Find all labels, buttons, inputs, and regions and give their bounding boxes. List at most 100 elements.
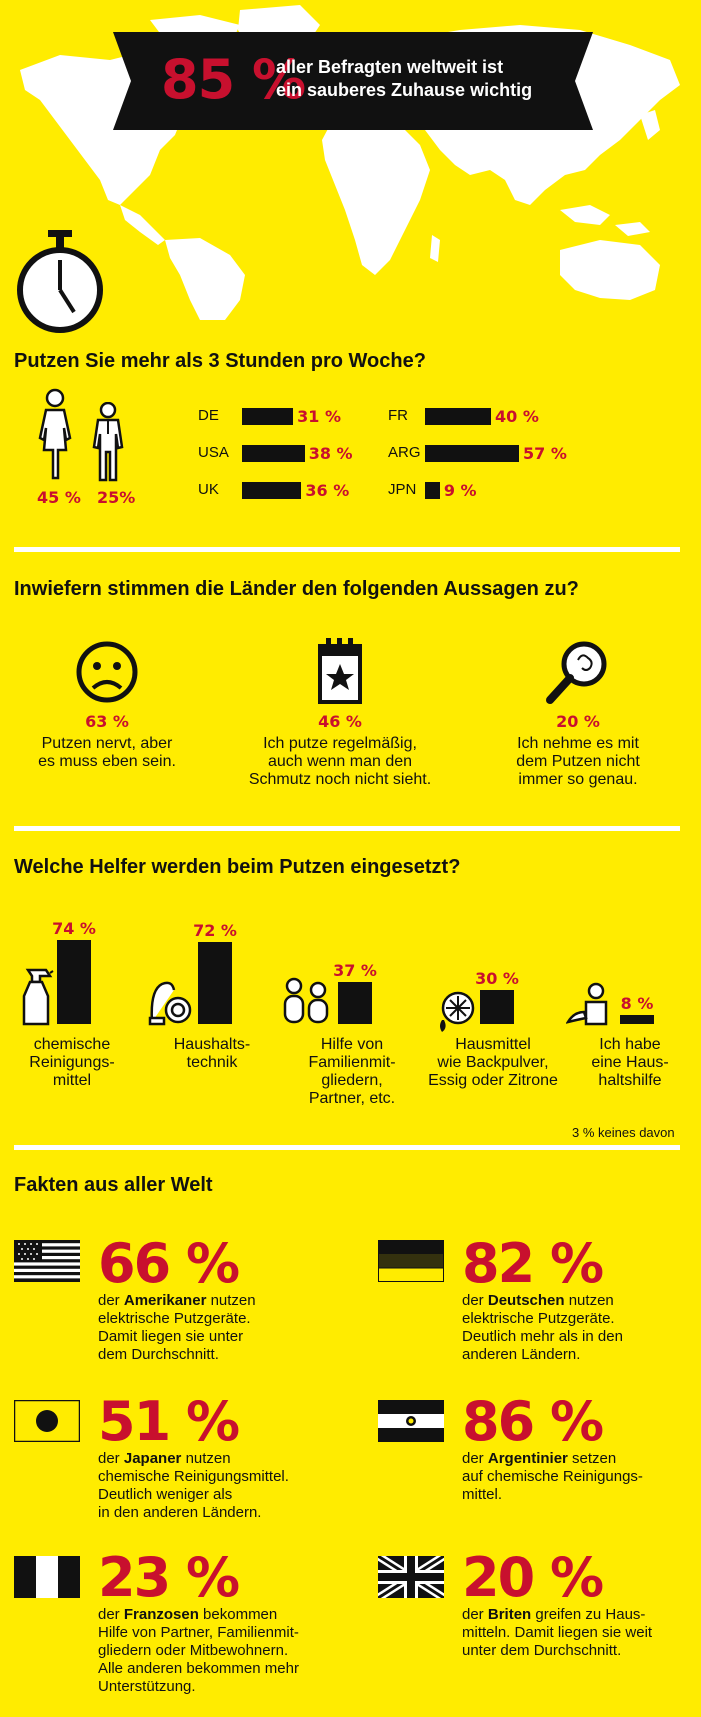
fact-line: Hilfe von Partner, Familienmit- <box>98 1624 299 1641</box>
vacuum-cleaner-icon <box>148 981 192 1026</box>
fact-percentage: 82 % <box>462 1232 604 1295</box>
fact-suffix: nutzen <box>564 1292 614 1309</box>
fact-line: Deutlich mehr als in den <box>462 1328 623 1345</box>
uk-flag-icon <box>378 1556 444 1598</box>
fact-text: der Deutschen nutzen elektrische Putzgerä… <box>462 1292 692 1364</box>
helper-value: 30 % <box>475 968 519 988</box>
sad-face-icon <box>76 641 138 703</box>
fact-first-line: der Amerikaner nutzen <box>98 1292 328 1310</box>
fact-prefix: der <box>462 1450 488 1467</box>
fact-first-line: der Deutschen nutzen <box>462 1292 692 1310</box>
statement-percentage: 63 % <box>85 712 129 731</box>
fact-line: mittel. <box>462 1486 503 1503</box>
calendar-star-icon <box>318 638 362 704</box>
family-icon <box>283 977 329 1024</box>
country-label: DE <box>198 407 219 424</box>
helper-label-line: eine Haus- <box>591 1054 669 1071</box>
country-label: JPN <box>388 481 417 498</box>
fact-line: Unterstützung. <box>98 1678 196 1695</box>
helper-label: Hilfe von Familienmit-gliedern, Partner, e… <box>282 1036 422 1108</box>
fact-line: mitteln. Damit liegen sie weit <box>462 1624 653 1641</box>
male-percentage: 25% <box>97 488 136 507</box>
spray-bottle-icon <box>22 968 54 1026</box>
country-bar <box>242 482 302 499</box>
country-bar <box>242 445 305 462</box>
fact-text: der Briten greifen zu Haus-mitteln. Dami… <box>462 1606 692 1660</box>
fact-nationality: Briten <box>487 1606 532 1623</box>
statement-line: Putzen nervt, aber <box>41 735 173 752</box>
fact-percentage: 20 % <box>462 1546 604 1609</box>
statement-percentage: 20 % <box>556 712 600 731</box>
banner-text: aller Befragten weltweit ist ein saubere… <box>276 56 532 102</box>
fact-nationality: Argentinier <box>487 1450 568 1467</box>
fact-text: der Argentinier setzen auf chemische Rein… <box>462 1450 692 1504</box>
section-divider-2 <box>14 826 680 831</box>
fact-nationality: Japaner <box>123 1450 182 1467</box>
hours-question: Putzen Sie mehr als 3 Stunden pro Woche? <box>14 350 426 372</box>
helper-value: 8 % <box>620 993 654 1013</box>
fact-percentage: 66 % <box>98 1232 240 1295</box>
country-value: 40 % <box>495 407 539 426</box>
fact-prefix: der <box>98 1292 124 1309</box>
fact-nationality: Deutschen <box>487 1292 565 1309</box>
fact-first-line: der Argentinier setzen <box>462 1450 692 1468</box>
helpers-note: 3 % keines davon <box>572 1125 675 1140</box>
helper-label-line: Hausmittel <box>455 1036 531 1053</box>
statement-text: Ich nehme es mit dem Putzen nicht immer so… <box>468 735 688 789</box>
section-divider-3 <box>14 1145 680 1150</box>
fact-suffix: nutzen <box>206 1292 256 1309</box>
section-divider-1 <box>14 547 680 552</box>
fact-line: anderen Ländern. <box>462 1346 581 1363</box>
fact-suffix: greifen zu Haus- <box>531 1606 646 1623</box>
helper-label-line: Reinigungs- <box>29 1054 115 1071</box>
fact-prefix: der <box>98 1606 124 1623</box>
facts-title: Fakten aus aller Welt <box>14 1174 213 1196</box>
lemon-icon <box>440 991 475 1032</box>
fact-percentage: 86 % <box>462 1390 604 1453</box>
argentina-flag-icon <box>378 1400 444 1442</box>
fact-suffix: setzen <box>567 1450 617 1467</box>
female-percentage: 45 % <box>37 488 81 507</box>
country-value: 9 % <box>443 481 477 500</box>
usa-flag-icon <box>14 1240 80 1282</box>
statements-question: Inwiefern stimmen die Länder den folgend… <box>14 578 579 600</box>
statement-line: Ich nehme es mit <box>517 735 639 752</box>
banner-percentage: 85 % <box>161 48 306 111</box>
helper-label: Ich habe eine Haus-haltshilfe <box>560 1036 700 1090</box>
helper-label: Haushalts-technik <box>142 1036 282 1072</box>
fact-text: der Franzosen bekommen Hilfe von Partner,… <box>98 1606 328 1696</box>
statement-percentage: 46 % <box>318 712 362 731</box>
banner-line-1: aller Befragten weltweit ist <box>276 57 504 77</box>
helper-label-line: Essig oder Zitrone <box>428 1072 558 1089</box>
helpers-question: Welche Helfer werden beim Putzen eingese… <box>14 856 461 878</box>
fact-first-line: der Briten greifen zu Haus- <box>462 1606 692 1624</box>
helper-label: Hausmittel wie Backpulver, Essig oder Zitr… <box>423 1036 563 1090</box>
helper-value: 74 % <box>52 918 96 938</box>
statement-line: Ich putze regelmäßig, <box>263 735 417 752</box>
fact-first-line: der Franzosen bekommen <box>98 1606 328 1624</box>
headline-banner: 85 % aller Befragten weltweit ist ein sa… <box>113 32 593 130</box>
statement-line: es muss eben sein. <box>38 753 176 770</box>
statement-line: auch wenn man den <box>267 753 413 770</box>
fact-line: Damit liegen sie unter <box>98 1328 244 1345</box>
country-value: 36 % <box>305 481 350 500</box>
banner-shape <box>113 32 593 130</box>
stopwatch-icon <box>17 230 103 333</box>
helper-bar <box>338 981 372 1024</box>
country-bar <box>425 482 440 499</box>
helper-label-line: technik <box>186 1054 238 1071</box>
country-label: USA <box>198 444 229 461</box>
banner-line-2: ein sauberes Zuhause wichtig <box>276 80 533 100</box>
country-value: 31 % <box>297 407 342 426</box>
fact-text: der Amerikaner nutzen elektrische Putzger… <box>98 1292 328 1364</box>
fact-prefix: der <box>462 1606 488 1623</box>
magnifier-icon <box>546 641 607 704</box>
fact-line: Alle anderen bekommen mehr <box>98 1660 299 1677</box>
fact-suffix: bekommen <box>198 1606 278 1623</box>
fact-line: elektrische Putzgeräte. <box>462 1310 615 1327</box>
helper-bar <box>480 989 514 1024</box>
helper-bar <box>620 1014 654 1024</box>
helper-label-line: Hilfe von <box>320 1036 384 1053</box>
statement-line: Schmutz noch nicht sieht. <box>248 771 432 788</box>
statement-line: dem Putzen nicht <box>516 753 640 770</box>
